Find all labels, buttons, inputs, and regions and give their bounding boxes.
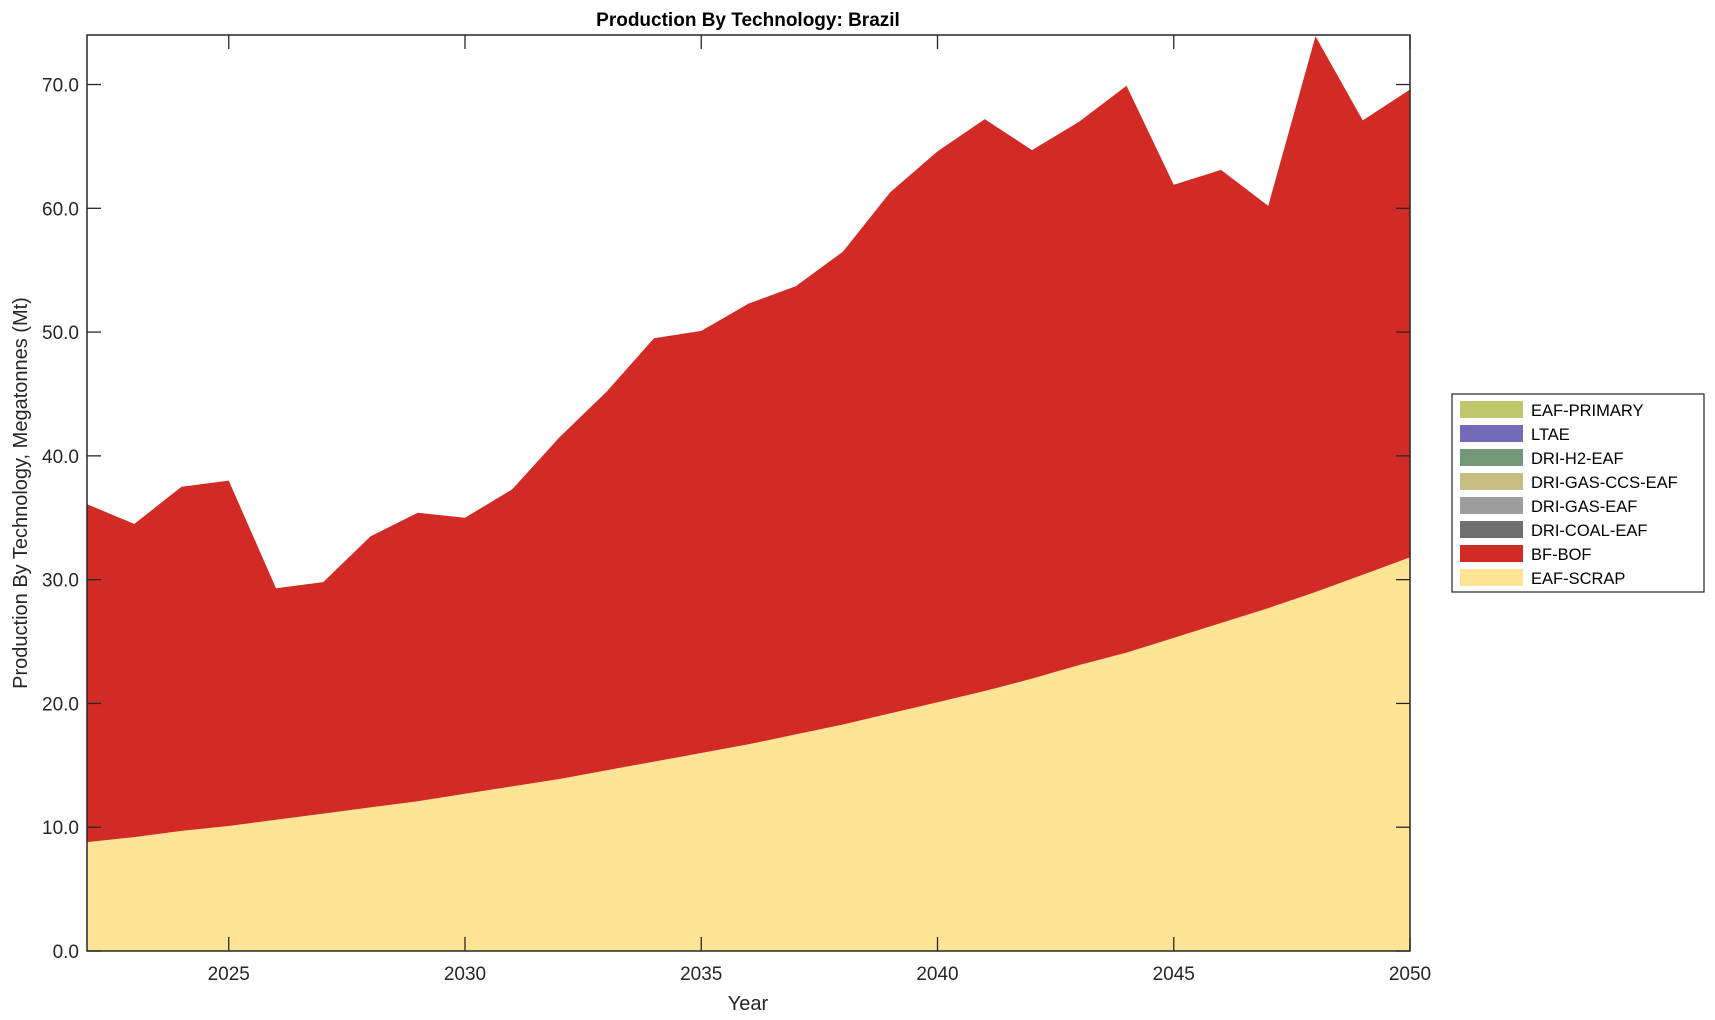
legend-item: LTAE	[1460, 425, 1570, 444]
legend-label: DRI-H2-EAF	[1531, 450, 1624, 468]
y-tick-label: 30.0	[42, 571, 79, 592]
y-axis: 0.0 10.0 20.0 30.0 40.0 50.0 60.0 70.0	[42, 76, 1410, 963]
y-tick-label: 50.0	[42, 323, 79, 344]
x-tick-label: 2025	[208, 964, 250, 985]
stacked-areas	[87, 36, 1410, 951]
y-tick-label: 10.0	[42, 818, 79, 839]
y-axis-label: Production By Technology, Megatonnes (Mt…	[10, 297, 32, 689]
y-tick-label: 40.0	[42, 447, 79, 468]
legend-label: BF-BOF	[1531, 546, 1592, 564]
legend-label: LTAE	[1531, 426, 1570, 444]
legend-swatch	[1460, 545, 1523, 562]
legend-swatch	[1460, 449, 1523, 466]
legend-item: EAF-PRIMARY	[1460, 401, 1643, 420]
area-bf-bof	[87, 36, 1410, 843]
legend: EAF-PRIMARY LTAE DRI-H2-EAF DRI-GAS-CCS-EAF…	[1451, 393, 1705, 593]
plot-frame	[86, 34, 1411, 952]
y-tick-label: 0.0	[53, 942, 79, 963]
legend-label: DRI-GAS-EAF	[1531, 498, 1637, 516]
legend-label: EAF-PRIMARY	[1531, 402, 1643, 420]
legend-swatch	[1460, 425, 1523, 442]
legend-swatch	[1460, 401, 1523, 418]
legend-swatch	[1460, 521, 1523, 538]
y-tick-label: 60.0	[42, 199, 79, 220]
legend-label: DRI-COAL-EAF	[1531, 522, 1647, 540]
legend-item: DRI-GAS-CCS-EAF	[1460, 473, 1678, 492]
y-tick-label: 20.0	[42, 694, 79, 715]
x-axis-label: Year	[728, 993, 769, 1015]
x-tick-label: 2030	[444, 964, 486, 985]
area-eaf-scrap	[87, 557, 1410, 951]
legend-label: DRI-GAS-CCS-EAF	[1531, 474, 1678, 492]
legend-item: DRI-COAL-EAF	[1460, 521, 1647, 540]
legend-swatch	[1460, 473, 1523, 490]
legend-item: BF-BOF	[1460, 545, 1592, 564]
legend-item: DRI-H2-EAF	[1460, 449, 1624, 468]
y-tick-label: 70.0	[42, 76, 79, 97]
legend-item: EAF-SCRAP	[1460, 569, 1625, 588]
chart-title: Production By Technology: Brazil	[596, 10, 900, 31]
x-tick-label: 2050	[1389, 964, 1431, 985]
legend-item: DRI-GAS-EAF	[1460, 497, 1637, 516]
x-axis: 2025 2030 2035 2040 2045 2050	[208, 35, 1431, 985]
legend-swatch	[1460, 569, 1523, 586]
x-tick-label: 2045	[1153, 964, 1195, 985]
x-tick-label: 2040	[916, 964, 958, 985]
legend-label: EAF-SCRAP	[1531, 570, 1625, 588]
legend-swatch	[1460, 497, 1523, 514]
x-tick-label: 2035	[680, 964, 722, 985]
